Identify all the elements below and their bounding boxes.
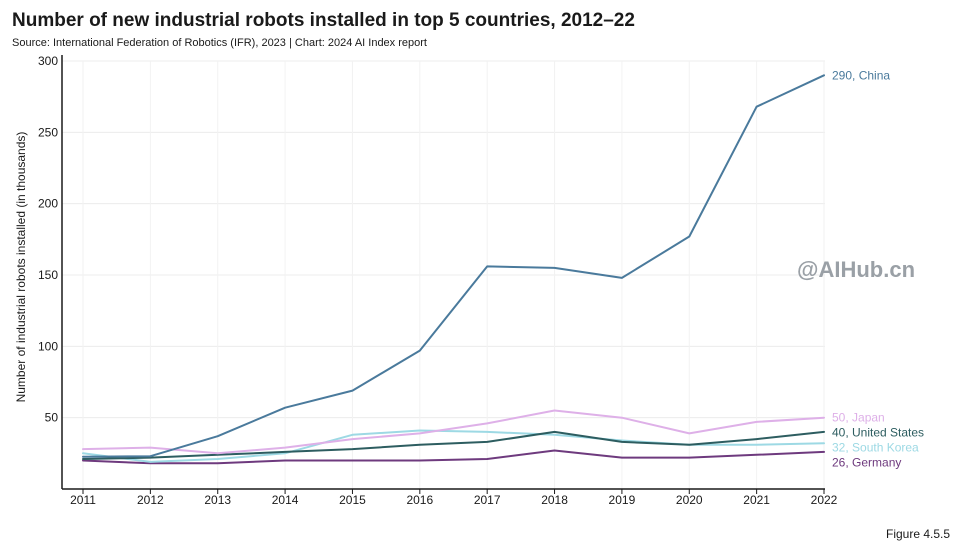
series-line-germany [82, 449, 825, 465]
chart-source: Source: International Federation of Robo… [12, 37, 427, 49]
x-tick-label: 2017 [474, 493, 501, 507]
series-lines [82, 74, 825, 465]
figure-label: Figure 4.5.5 [886, 527, 951, 541]
y-tick-label: 200 [38, 197, 58, 211]
axes: 50 100 150 200 250 300 2011 2012 2013 2014 2015 201… [14, 54, 838, 507]
gridlines [62, 60, 825, 489]
y-tick-label: 250 [38, 125, 58, 139]
watermark: @AIHub.cn [797, 257, 916, 282]
x-tick-label: 2011 [70, 493, 96, 507]
y-tick-label: 100 [38, 339, 58, 353]
y-tick-label: 300 [38, 54, 58, 68]
x-tick-label: 2019 [609, 493, 636, 507]
end-label-south-korea: 32, South Korea [832, 441, 919, 455]
y-tick-label: 150 [38, 268, 58, 282]
end-label-china: 290, China [832, 68, 890, 82]
end-label-germany: 26, Germany [832, 456, 901, 470]
series-line-japan [82, 409, 825, 455]
y-tick-label: 50 [45, 411, 59, 425]
x-tick-label: 2012 [137, 493, 164, 507]
x-tick-label: 2014 [272, 493, 299, 507]
end-label-japan: 50, Japan [832, 411, 885, 425]
chart-title: Number of new industrial robots installe… [12, 10, 635, 31]
x-tick-label: 2020 [676, 493, 703, 507]
x-tick-label: 2022 [811, 493, 838, 507]
series-line-china [82, 74, 825, 458]
x-tick-label: 2018 [541, 493, 568, 507]
x-tick-label: 2015 [339, 493, 366, 507]
end-label-united-states: 40, United States [832, 426, 924, 440]
series-line-united-states [82, 430, 825, 460]
x-tick-label: 2013 [204, 493, 231, 507]
x-tick-label: 2016 [406, 493, 433, 507]
x-tick-label: 2021 [743, 493, 770, 507]
y-axis-title: Number of industrial robots installed (i… [14, 132, 28, 403]
